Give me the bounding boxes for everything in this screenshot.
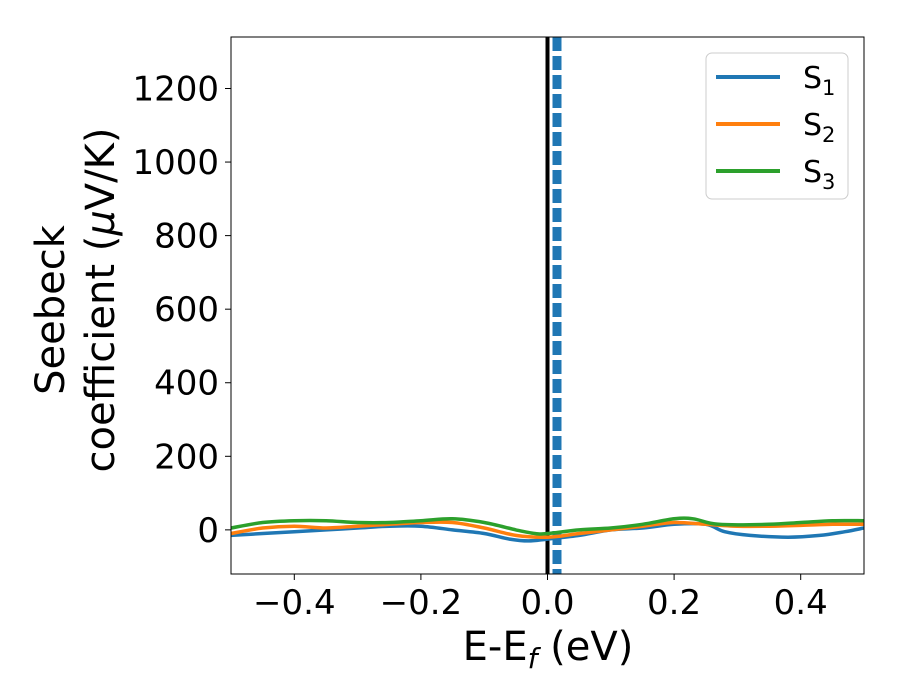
x-axis-label: E-Ef (eV) (463, 624, 634, 675)
x-tick-label: 0.0 (520, 583, 574, 623)
legend-label-s3: S3 (803, 155, 835, 194)
x-axis-label-unit: (eV) (537, 624, 633, 670)
y-tick-label: 1000 (132, 143, 219, 183)
plot-frame (230, 36, 865, 575)
y-axis-label-line2-start: coefficient ( (78, 236, 124, 473)
x-tick-label: 0.2 (647, 583, 701, 623)
x-tick-label: 0.4 (774, 583, 828, 623)
x-tick-label: −0.4 (253, 583, 336, 623)
y-tick-label: 200 (154, 437, 219, 477)
y-tick-label: 800 (154, 217, 219, 257)
reference-lines (545, 37, 562, 574)
y-axis-label-mu: μ (78, 210, 124, 236)
y-tick-labels: 0 200 400 600 800 1000 1200 (132, 69, 219, 550)
y-axis-label-line1: Seebeck (28, 224, 74, 395)
series-line-s3 (231, 516, 864, 536)
x-tick-labels: −0.4 −0.2 0.0 0.2 0.4 (253, 583, 828, 623)
legend-label-s1: S1 (803, 61, 835, 100)
axis-ticks (225, 87, 802, 580)
y-tick-label: 400 (154, 364, 219, 404)
y-tick-label: 600 (154, 290, 219, 330)
y-tick-label: 0 (197, 511, 219, 551)
x-tick-label: −0.2 (380, 583, 463, 623)
legend: S1 S2 S3 (705, 52, 849, 200)
series-line-s2 (231, 520, 864, 540)
legend-label-s2: S2 (803, 108, 835, 147)
y-axis-label: Seebeck coefficient (μV/K) (28, 128, 124, 473)
y-tick-label: 1200 (132, 69, 219, 109)
x-axis-label-main: E-E (463, 624, 528, 670)
y-axis-label-line2-end: V/K) (78, 128, 124, 211)
y-axis-label-line2: coefficient (μV/K) (78, 128, 124, 473)
series-lines (231, 516, 864, 543)
